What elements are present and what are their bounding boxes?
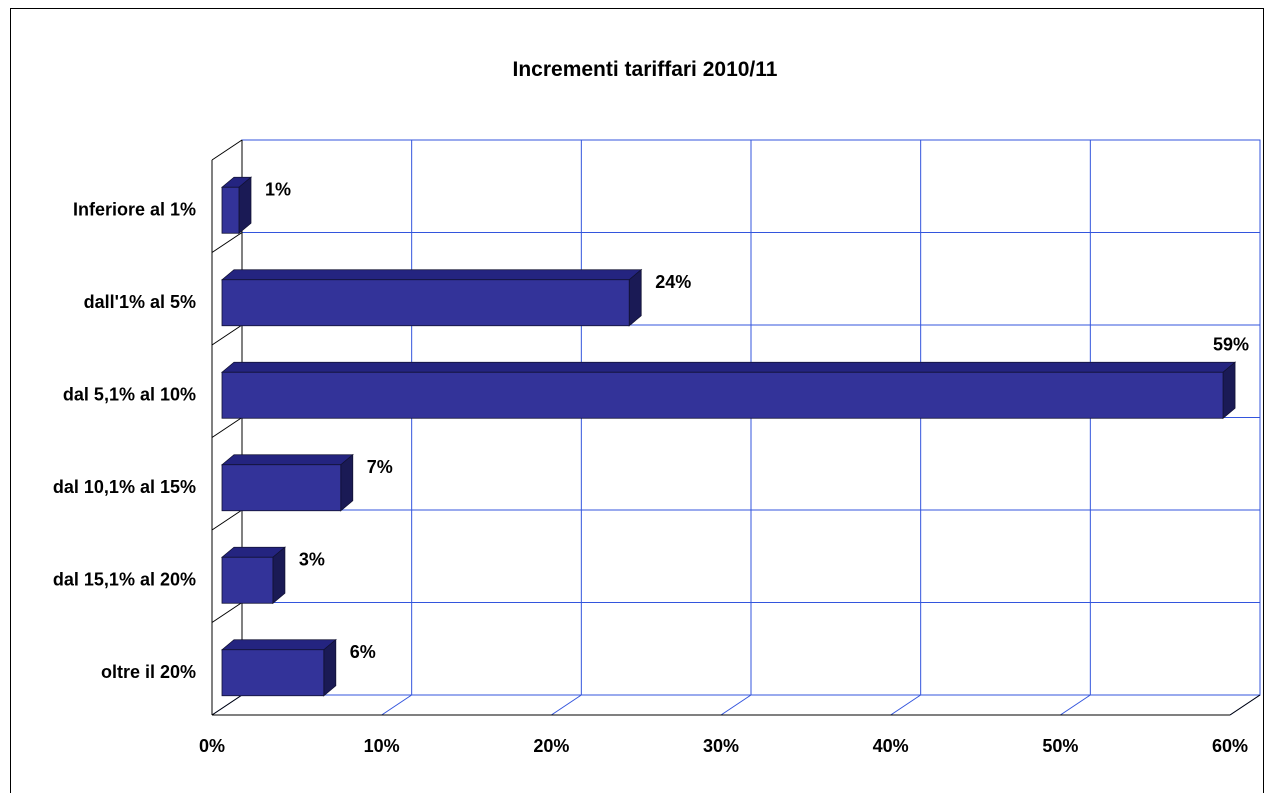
category-label: Inferiore al 1% [73,199,196,219]
x-tick-label: 0% [199,736,225,756]
x-tick-label: 10% [364,736,400,756]
bar [221,371,1224,419]
chart-bars [220,176,1237,697]
bar-side [628,268,642,327]
side-wall-diagonal [211,602,243,623]
data-label: 3% [299,549,325,569]
chart-axes [211,139,1261,716]
x-tick-label: 60% [1212,736,1248,756]
floor-gridline [381,694,412,716]
side-wall-diagonal [211,139,243,161]
floor-corner [1229,694,1261,716]
x-tick-label: 30% [703,736,739,756]
bar-side [323,638,337,697]
data-label: 1% [265,179,291,199]
chart-gridlines [211,139,1261,716]
chart-labels: 0% 10% 20% 30% 40% 50% 60% Inferiore al 1% 1% dal… [53,179,1249,756]
bar-top [220,639,337,651]
x-tick-label: 50% [1042,736,1078,756]
x-tick-label: 40% [873,736,909,756]
x-tick-label: 20% [533,736,569,756]
bar-top [220,454,354,466]
bar [221,464,342,512]
category-label: oltre il 20% [101,662,196,682]
floor-gridline [890,694,921,716]
side-wall-diagonal [211,694,243,716]
category-label: dall'1% al 5% [84,292,196,312]
category-label: dal 15,1% al 20% [53,569,196,589]
data-label: 59% [1213,334,1249,354]
bar-side [340,453,354,512]
bar-side [1222,361,1236,420]
bar-top [220,361,1237,373]
side-wall-diagonal [211,417,243,438]
category-label: dal 5,1% al 10% [63,384,196,404]
bar [221,649,325,697]
bar-side [272,546,286,605]
chart-title: Incrementi tariffari 2010/11 [512,58,778,81]
side-wall-diagonal [211,324,243,346]
data-label: 6% [350,642,376,662]
bar-top [220,269,643,281]
data-label: 7% [367,457,393,477]
bar [221,279,630,327]
floor-gridline [1060,694,1091,716]
data-label: 24% [655,272,691,292]
category-label: dal 10,1% al 15% [53,477,196,497]
side-wall-diagonal [211,232,243,253]
bar [221,186,240,234]
side-wall-diagonal [211,509,243,531]
bar [221,556,274,604]
bar-side [238,176,252,235]
floor-gridline [551,694,582,716]
floor-gridline [720,694,752,716]
